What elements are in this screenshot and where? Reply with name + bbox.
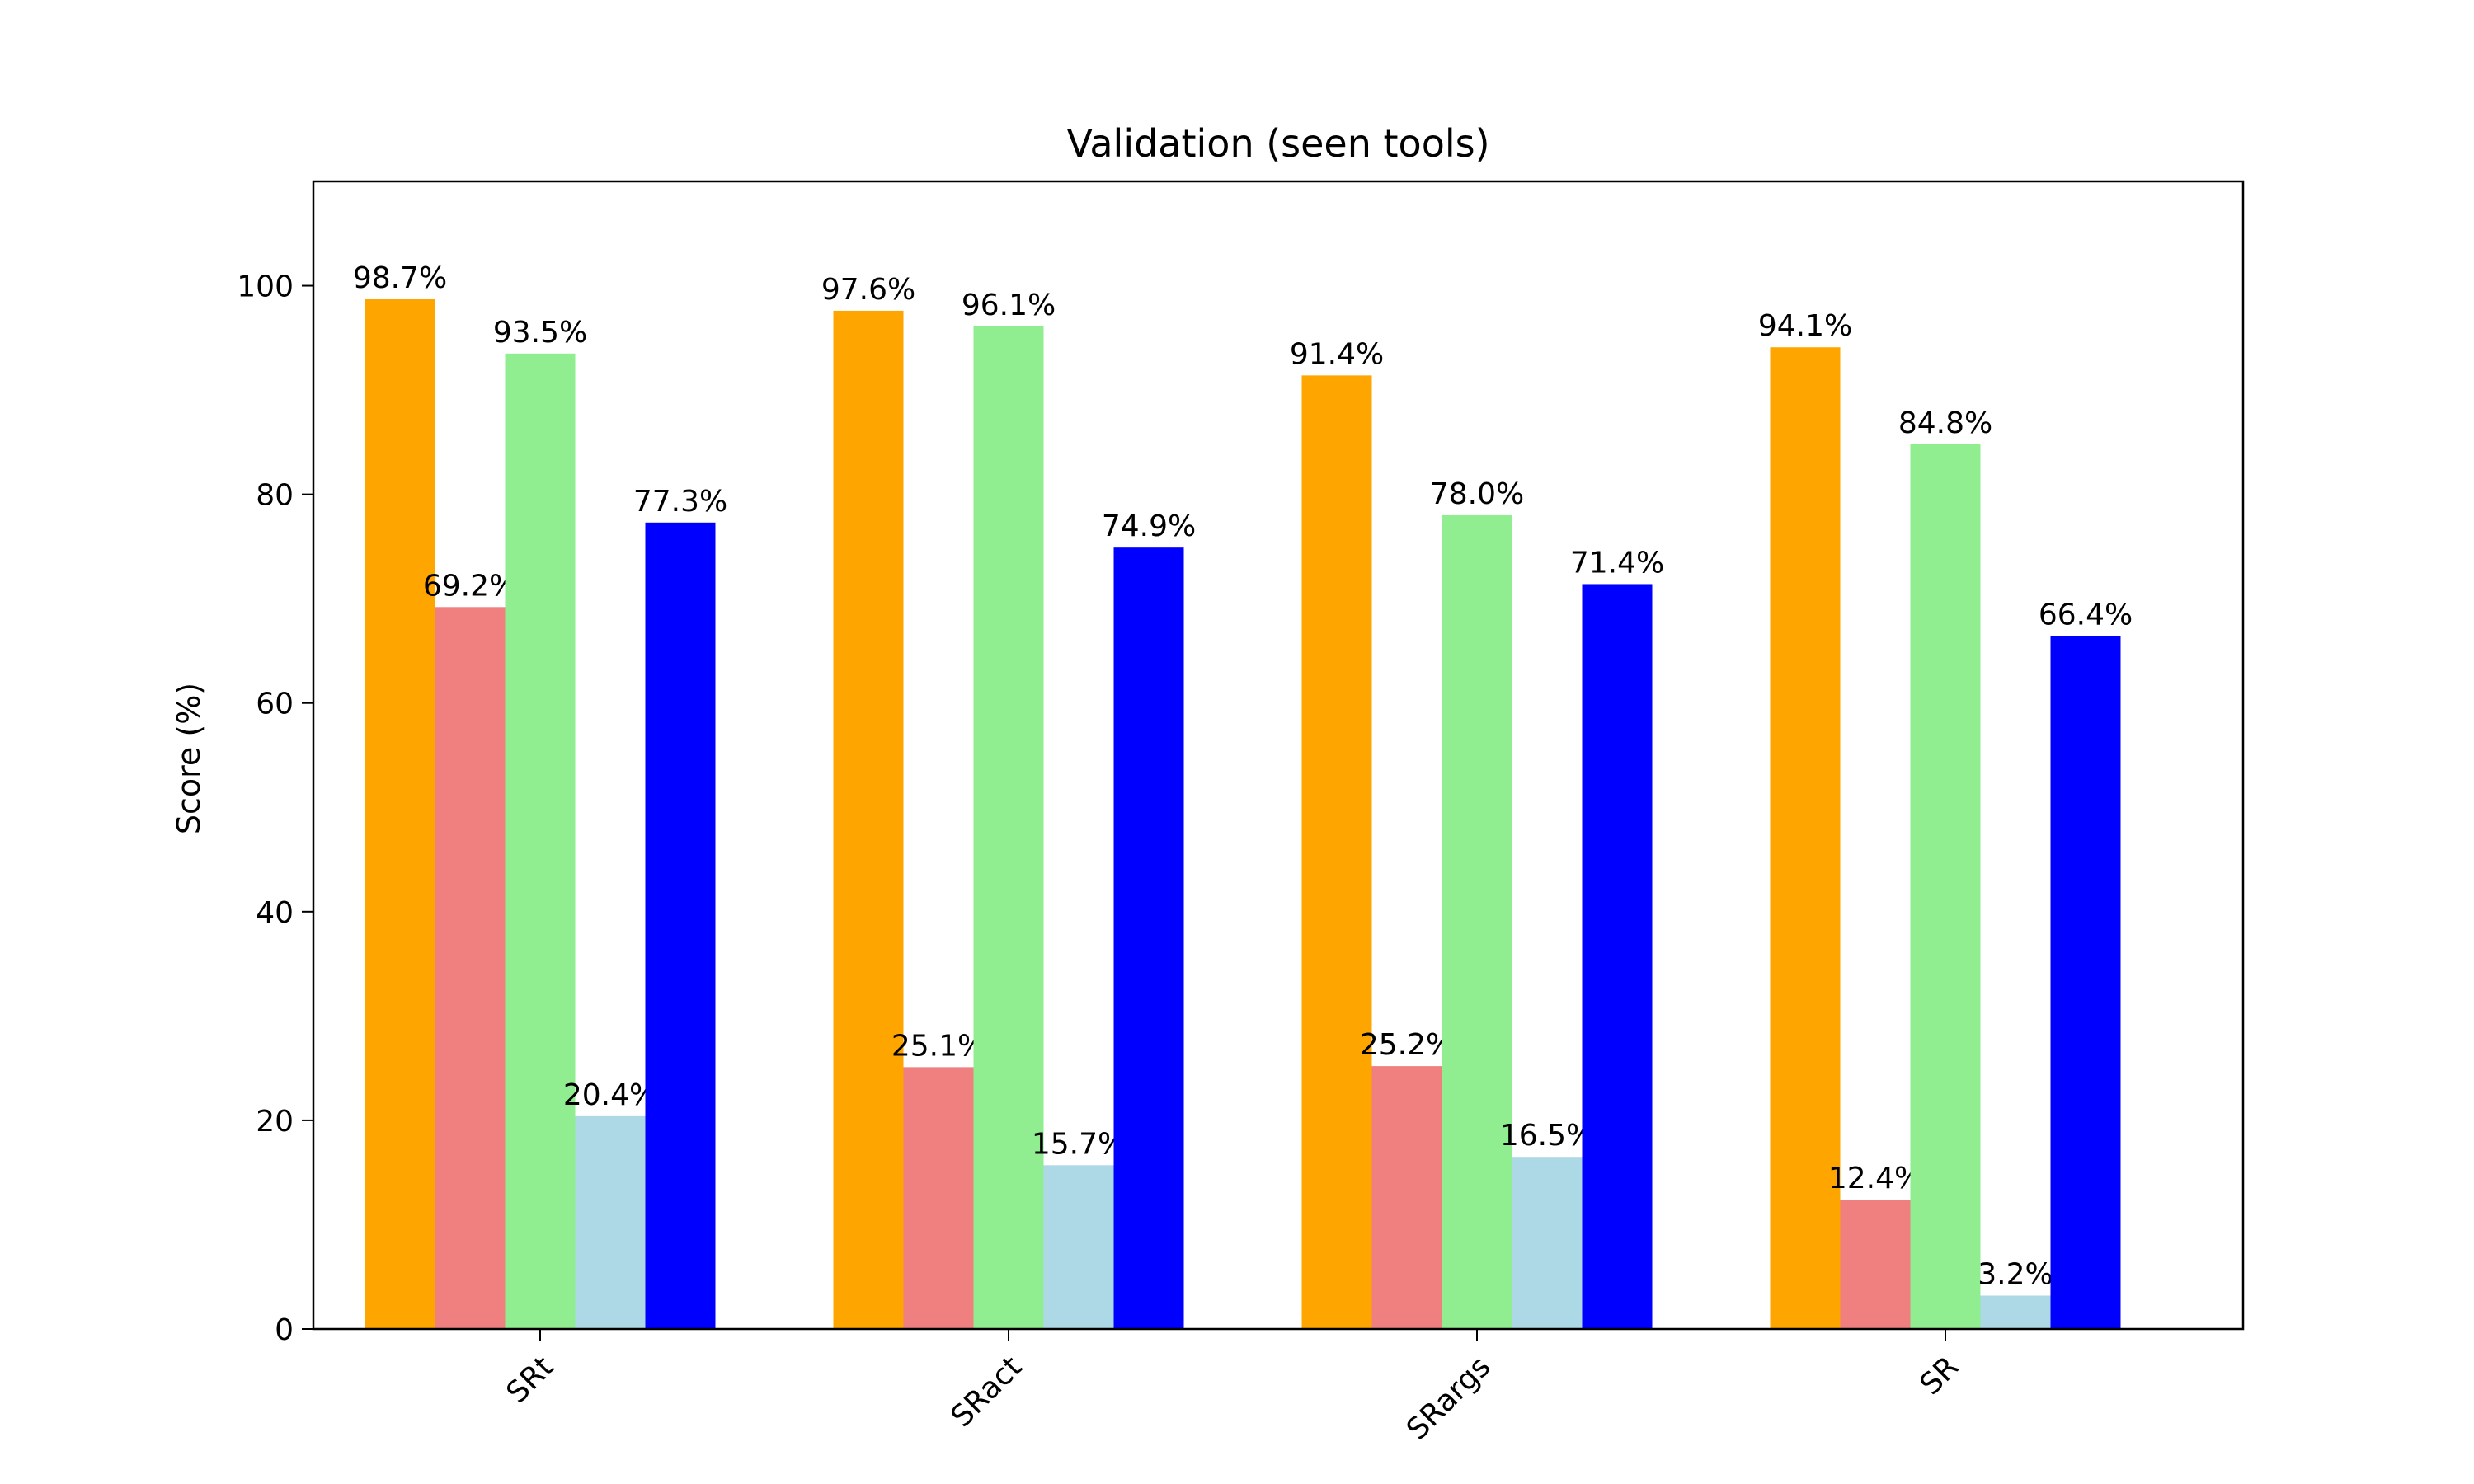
bar [2050, 636, 2121, 1329]
data-label: 96.1% [962, 289, 1056, 322]
data-label: 16.5% [1500, 1119, 1594, 1153]
bar [1442, 514, 1512, 1329]
y-tick-label: 20 [256, 1105, 294, 1139]
data-label: 20.4% [563, 1078, 657, 1112]
chart-title: Validation (seen tools) [1066, 121, 1489, 166]
plot-frame [312, 180, 2245, 1331]
data-label: 77.3% [633, 485, 727, 519]
bar [1770, 347, 1841, 1329]
data-label: 25.1% [891, 1029, 985, 1063]
data-label: 12.4% [1828, 1162, 1922, 1195]
y-tick-label: 80 [256, 479, 294, 513]
y-axis-label: Score (%) [171, 683, 207, 834]
data-label: 98.7% [353, 261, 447, 295]
bar [833, 310, 904, 1329]
bar [575, 1115, 646, 1329]
bar [1512, 1157, 1583, 1329]
y-tick-label: 40 [256, 896, 294, 930]
data-label: 71.4% [1570, 546, 1664, 580]
bar [1910, 444, 1981, 1329]
bar [505, 353, 576, 1329]
data-label: 25.2% [1360, 1028, 1454, 1062]
bar [1840, 1200, 1911, 1329]
bar [1582, 584, 1653, 1329]
bar [365, 298, 435, 1330]
bar [1980, 1295, 2051, 1329]
data-label: 97.6% [821, 273, 915, 307]
data-label: 69.2% [423, 569, 517, 603]
data-label: 94.1% [1758, 309, 1852, 343]
data-label: 3.2% [1978, 1258, 2053, 1292]
data-label: 66.4% [2039, 599, 2133, 632]
y-tick-label: 0 [275, 1313, 294, 1347]
y-tick-label: 60 [256, 688, 294, 721]
data-label: 84.8% [1898, 406, 1992, 440]
data-label: 91.4% [1290, 337, 1384, 371]
bar [1371, 1066, 1442, 1329]
data-label: 74.9% [1102, 510, 1196, 543]
bar [973, 326, 1044, 1329]
data-label: 15.7% [1032, 1127, 1126, 1161]
bar [1301, 375, 1372, 1330]
bar [435, 607, 506, 1329]
bar [1043, 1165, 1114, 1329]
y-tick-label: 100 [237, 270, 294, 304]
bar [1113, 547, 1184, 1329]
bar [903, 1067, 974, 1329]
data-label: 93.5% [493, 316, 587, 350]
bar [645, 522, 716, 1329]
data-label: 78.0% [1430, 477, 1524, 511]
